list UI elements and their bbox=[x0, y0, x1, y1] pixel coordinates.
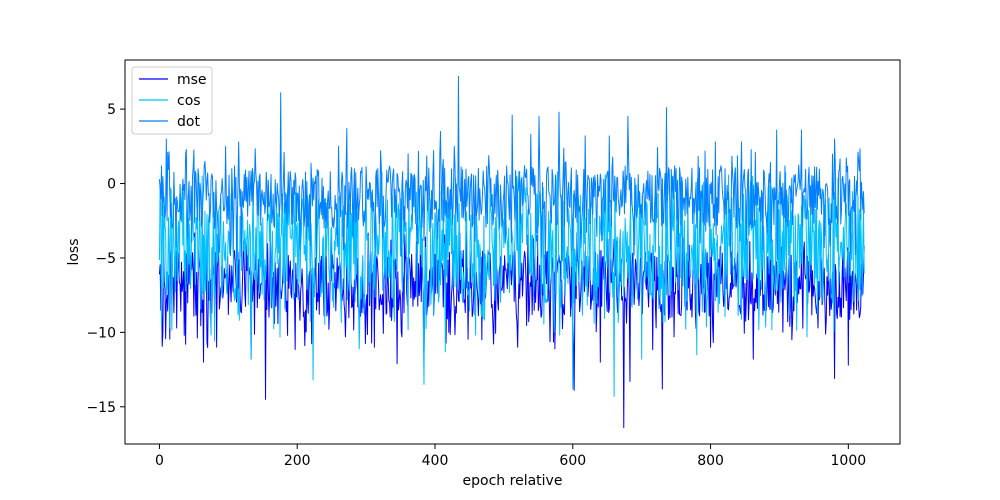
legend: mse cos dot bbox=[131, 66, 213, 135]
x-tick-label: 200 bbox=[284, 453, 311, 469]
y-tick-label: 0 bbox=[107, 177, 116, 193]
y-axis-label: loss bbox=[66, 238, 82, 265]
x-tick-label: 400 bbox=[422, 453, 449, 469]
legend-label-cos: cos bbox=[177, 93, 201, 109]
y-tick-label: 5 bbox=[107, 102, 116, 118]
y-tick-label: −10 bbox=[86, 325, 116, 341]
x-tick-label: 600 bbox=[559, 453, 586, 469]
legend-label-dot: dot bbox=[177, 114, 200, 130]
series-layer bbox=[158, 75, 865, 429]
x-tick-label: 1000 bbox=[831, 453, 867, 469]
axes-frame bbox=[124, 59, 901, 445]
x-tick-label: 800 bbox=[697, 453, 724, 469]
x-axis-label: epoch relative bbox=[463, 473, 563, 489]
legend-label-mse: mse bbox=[177, 72, 207, 88]
plot-area bbox=[124, 59, 901, 445]
series-line-mse bbox=[158, 231, 865, 429]
series-line-dot bbox=[158, 75, 865, 262]
x-axis: 0 200 400 600 800 1000 bbox=[155, 444, 866, 469]
y-axis: 5 0 −5 −10 −15 bbox=[86, 102, 125, 416]
legend-box bbox=[131, 66, 213, 135]
y-tick-label: −5 bbox=[95, 251, 116, 267]
y-tick-label: −15 bbox=[86, 400, 116, 416]
x-tick-label: 0 bbox=[155, 453, 164, 469]
